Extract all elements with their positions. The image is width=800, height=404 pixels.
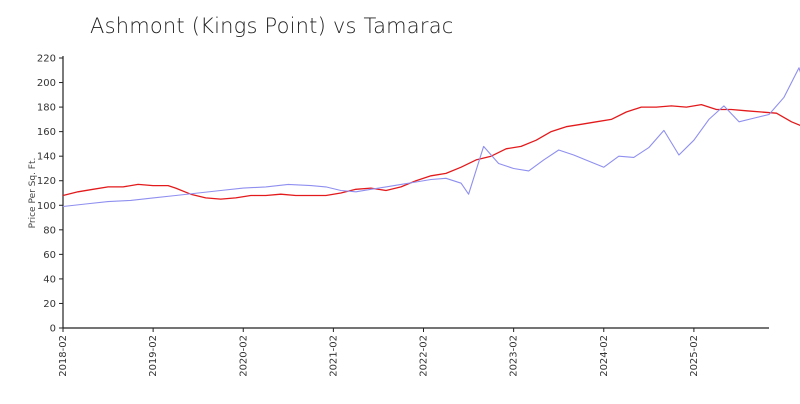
y-tick-label: 40 (43, 274, 56, 285)
y-tick-label: 120 (37, 176, 56, 187)
y-tick-label: 0 (50, 324, 56, 335)
chart-title: Ashmont (Kings Point) vs Tamarac (90, 14, 454, 38)
x-tick-label: 2024-02 (599, 335, 610, 377)
y-tick-label: 220 (37, 54, 56, 65)
y-axis-label: Price Per Sq. Ft. (28, 158, 38, 229)
y-tick-label: 60 (43, 250, 56, 261)
x-tick-label: 2018-02 (58, 335, 69, 377)
series-line-1 (62, 103, 800, 200)
series-lines (62, 67, 800, 208)
axes (62, 56, 769, 329)
y-tick-label: 80 (43, 225, 56, 236)
y-tick-label: 140 (37, 152, 56, 163)
x-tick-label: 2019-02 (148, 335, 159, 377)
y-tick-label: 20 (43, 299, 56, 310)
x-tick-label: 2025-02 (689, 335, 700, 377)
y-tick-label: 200 (37, 78, 56, 89)
x-tick-label: 2021-02 (328, 335, 339, 377)
x-tick-label: 2022-02 (419, 335, 430, 377)
y-tick-label: 180 (37, 103, 56, 114)
tick-labels: 0 20 40 60 80 100 120 140 160 180 200 220 2018-02 201… (37, 54, 700, 377)
y-tick-label: 160 (37, 127, 56, 138)
x-tick-label: 2020-02 (238, 335, 249, 377)
x-tick-label: 2023-02 (509, 335, 520, 377)
y-tick-label: 100 (37, 201, 56, 212)
series-line-2 (62, 67, 800, 208)
